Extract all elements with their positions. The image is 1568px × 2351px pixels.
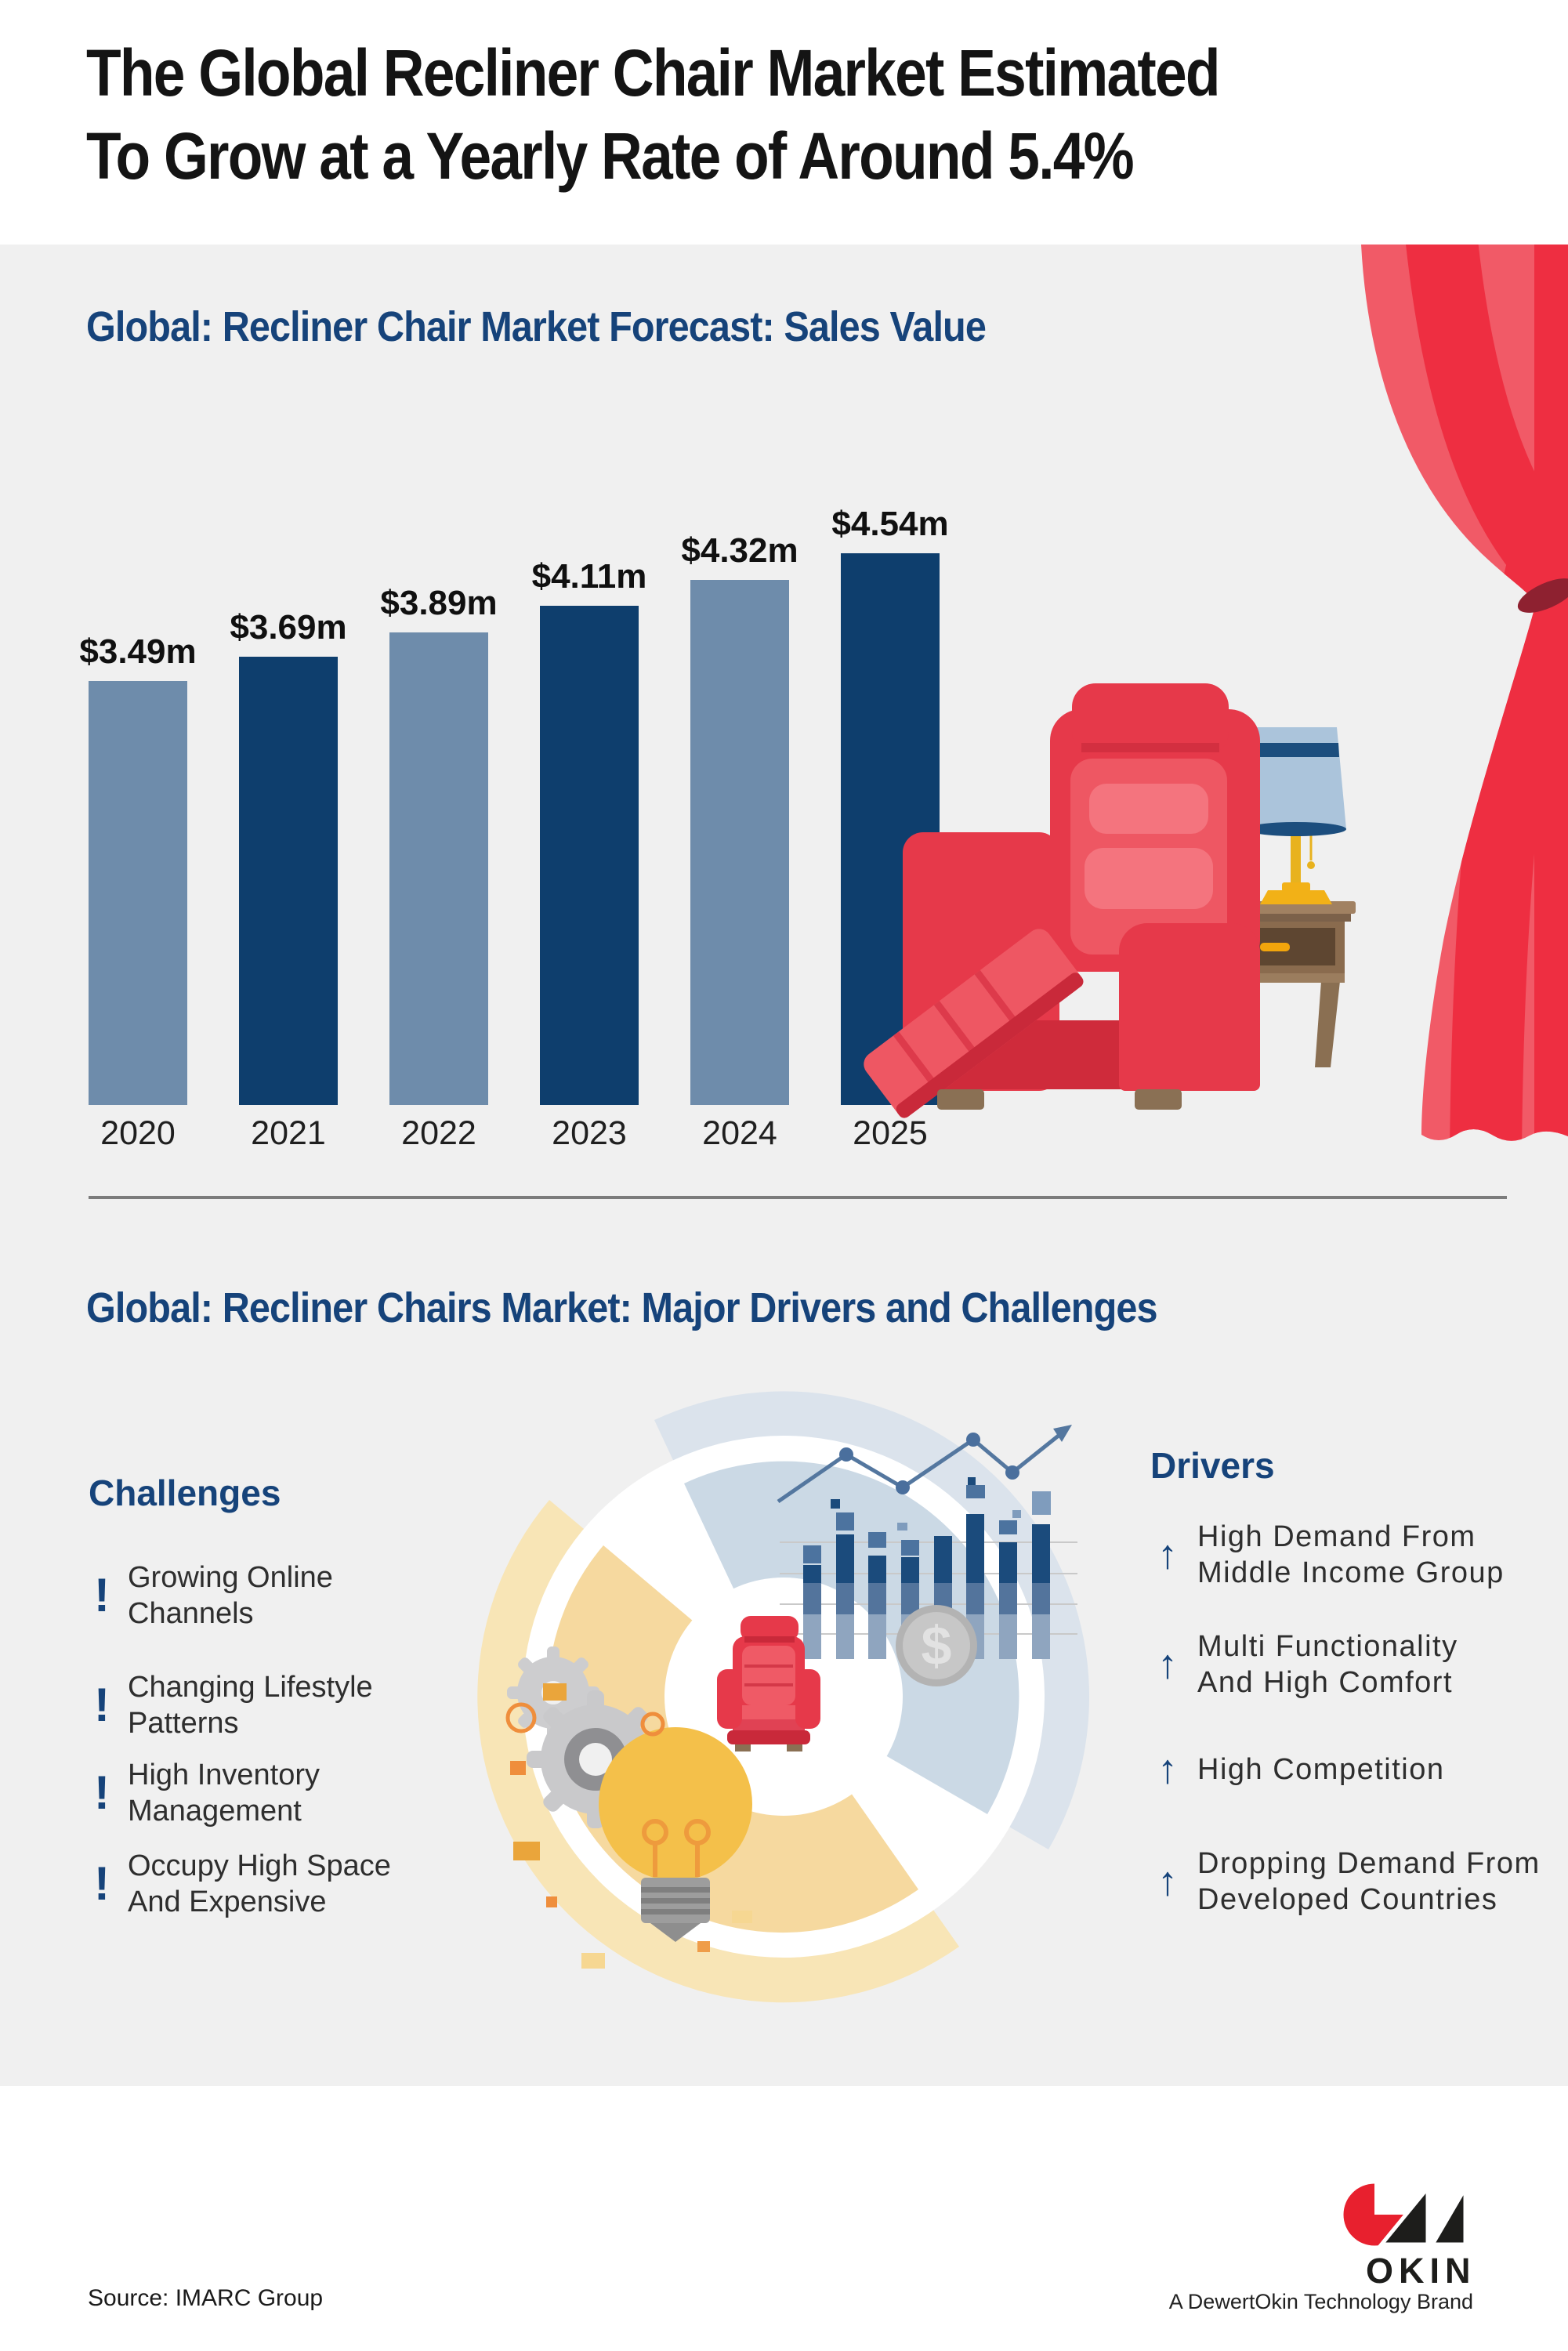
arrow-head-icon	[1053, 1425, 1072, 1442]
challenge-item-text: High Inventory Management	[128, 1759, 320, 1828]
driver-item-text: High Demand From Middle Income Group	[1197, 1520, 1505, 1589]
forecast-bar-chart: $3.49m 2020 $3.69m 2021 $3.89m 2022 $4.11m 2023…	[79, 502, 982, 1152]
drivers-title: Drivers	[1150, 1445, 1275, 1486]
challenge-item: ! High Inventory Management	[89, 1757, 320, 1829]
bar-year-label: 2020	[100, 1114, 176, 1152]
page-title-line2: To Grow at a Yearly Rate of Around 5.4%	[86, 119, 1135, 193]
bar-value-label: $3.69m	[230, 608, 347, 647]
bar-year-label: 2021	[251, 1114, 326, 1152]
driver-item-text: Multi Functionality And High Comfort	[1197, 1630, 1458, 1699]
driver-item: ↑ High Competition	[1150, 1749, 1444, 1790]
curtain-illustration	[1361, 245, 1568, 1141]
recliner-chair-illustration	[864, 683, 1260, 1118]
up-arrow-icon: ↑	[1157, 1532, 1178, 1578]
exclamation-icon: !	[94, 1569, 110, 1621]
forecast-bar	[540, 606, 639, 1105]
challenge-item-text: Growing Online Channels	[128, 1561, 333, 1630]
bar-year-label: 2025	[853, 1114, 928, 1152]
up-arrow-icon: ↑	[1157, 1642, 1178, 1687]
exclamation-icon: !	[94, 1857, 110, 1910]
driver-item: ↑ High Demand From Middle Income Group	[1150, 1519, 1505, 1591]
drawer-handle	[1260, 943, 1290, 951]
bar-year-label: 2022	[401, 1114, 476, 1152]
forecast-bar	[690, 580, 789, 1105]
challenge-item: ! Occupy High Space And Expensive	[89, 1848, 391, 1920]
lamp-shade	[1246, 727, 1346, 829]
confetti-accents	[505, 1683, 752, 1969]
light-bulb-icon	[599, 1727, 752, 1942]
driver-item-text: High Competition	[1197, 1753, 1445, 1786]
up-arrow-icon: ↑	[1157, 1859, 1178, 1904]
growth-line	[777, 1425, 1072, 1504]
svg-text:$: $	[922, 1615, 952, 1676]
exclamation-icon: !	[94, 1766, 110, 1819]
challenge-item: ! Growing Online Channels	[89, 1559, 333, 1632]
market-analysis-illustration: $	[477, 1391, 1090, 2003]
bar-value-label: $3.49m	[79, 632, 197, 671]
curtain-tie	[1517, 578, 1568, 613]
drivers-section-heading: Global: Recliner Chairs Market: Major Dr…	[86, 1284, 1158, 1331]
forecast-bar	[89, 681, 187, 1105]
recliner-scene-illustration	[864, 683, 1356, 1118]
page-title: The Global Recliner Chair Market Estimat…	[86, 31, 1221, 197]
bar-value-label: $4.32m	[681, 531, 798, 570]
bar-value-label: $4.11m	[531, 557, 647, 596]
decorative-confetti-squares	[803, 1477, 1051, 1563]
driver-item-text: Dropping Demand From Developed Countries	[1197, 1847, 1541, 1916]
chair-footrest	[864, 929, 1084, 1118]
bar-value-label: $3.89m	[380, 584, 498, 622]
driver-item: ↑ Dropping Demand From Developed Countri…	[1150, 1846, 1541, 1918]
bar-year-label: 2024	[702, 1114, 777, 1152]
source-note: Source: IMARC Group	[88, 2285, 324, 2311]
chair-headrest	[1072, 683, 1229, 755]
okin-logo-tagline: A DewertOkin Technology Brand	[1168, 2290, 1473, 2313]
forecast-bar	[389, 632, 488, 1105]
bar-value-label: $4.54m	[831, 505, 949, 543]
chart-section-heading: Global: Recliner Chair Market Forecast: …	[86, 303, 987, 350]
challenge-item-text: Occupy High Space And Expensive	[128, 1849, 391, 1918]
exclamation-icon: !	[94, 1679, 110, 1731]
table-lamp-illustration	[1246, 727, 1346, 904]
challenge-item-text: Changing Lifestyle Patterns	[128, 1671, 373, 1740]
page-title-line1: The Global Recliner Chair Market Estimat…	[86, 36, 1221, 110]
okin-logo-mark	[1343, 2181, 1467, 2247]
forecast-bar	[239, 657, 338, 1105]
recliner-chair-icon	[717, 1616, 820, 1751]
up-arrow-icon: ↑	[1157, 1747, 1178, 1792]
challenge-item: ! Changing Lifestyle Patterns	[89, 1669, 373, 1741]
section-divider	[89, 1196, 1507, 1199]
challenges-title: Challenges	[89, 1473, 281, 1513]
bar-year-label: 2023	[552, 1114, 627, 1152]
driver-item: ↑ Multi Functionality And High Comfort	[1150, 1628, 1458, 1701]
okin-logo-text: OKIN	[1366, 2251, 1476, 2291]
dollar-coin-icon: $	[896, 1605, 977, 1686]
